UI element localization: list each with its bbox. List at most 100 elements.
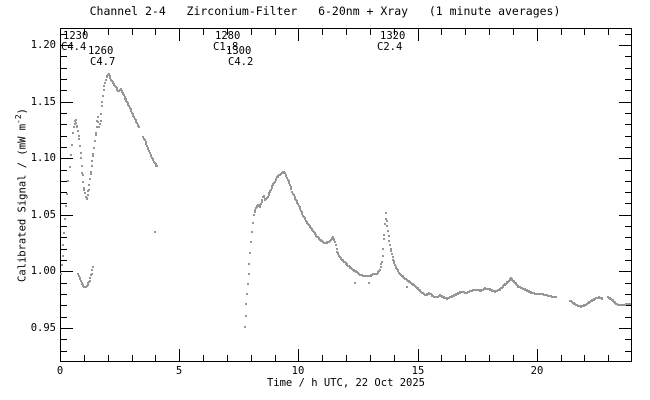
data-point bbox=[121, 90, 124, 93]
data-point bbox=[263, 196, 266, 199]
data-point bbox=[244, 325, 247, 328]
tick-mark bbox=[61, 237, 67, 238]
data-point bbox=[79, 278, 81, 281]
data-point bbox=[337, 253, 340, 256]
data-point bbox=[78, 145, 81, 148]
data-point bbox=[260, 202, 263, 205]
tick-mark bbox=[619, 45, 631, 46]
data-point bbox=[395, 268, 398, 271]
tick-mark bbox=[625, 124, 631, 125]
data-point bbox=[379, 266, 382, 269]
flare-annotation-class: C4.7 bbox=[90, 56, 116, 68]
data-point bbox=[82, 180, 85, 183]
data-point bbox=[131, 113, 134, 116]
data-point bbox=[151, 156, 153, 159]
tick-mark bbox=[418, 349, 419, 361]
tick-mark bbox=[608, 355, 609, 361]
y-tick-label: 1.20 bbox=[30, 39, 56, 51]
tick-mark bbox=[61, 249, 67, 250]
tick-mark bbox=[61, 351, 67, 352]
x-tick-label: 20 bbox=[530, 365, 544, 377]
flare-annotation-time: 1320 bbox=[380, 30, 406, 42]
data-point bbox=[334, 241, 337, 243]
tick-mark bbox=[625, 260, 631, 261]
data-point bbox=[284, 173, 287, 176]
data-point bbox=[90, 272, 93, 275]
data-point bbox=[290, 188, 293, 191]
data-point bbox=[142, 135, 145, 138]
tick-mark bbox=[298, 29, 299, 41]
tick-mark bbox=[625, 136, 631, 137]
tick-mark bbox=[625, 317, 631, 318]
data-point bbox=[153, 162, 156, 164]
data-point bbox=[293, 195, 296, 198]
data-point bbox=[143, 139, 146, 142]
tick-mark bbox=[489, 355, 490, 361]
data-point bbox=[397, 270, 400, 273]
data-point bbox=[126, 102, 129, 105]
data-point bbox=[77, 274, 80, 277]
data-point bbox=[97, 121, 100, 123]
data-point bbox=[77, 272, 80, 275]
tick-mark bbox=[625, 192, 631, 193]
tick-mark bbox=[625, 79, 631, 80]
tick-mark bbox=[61, 136, 67, 137]
data-point bbox=[131, 111, 133, 114]
data-point bbox=[391, 253, 393, 256]
data-point bbox=[68, 166, 71, 169]
data-point bbox=[103, 84, 106, 87]
tick-mark bbox=[370, 29, 371, 35]
data-point bbox=[84, 195, 87, 198]
data-point bbox=[253, 211, 256, 214]
data-point bbox=[108, 75, 111, 78]
data-point bbox=[601, 297, 604, 300]
data-point bbox=[81, 174, 84, 177]
tick-mark bbox=[489, 29, 490, 35]
data-point bbox=[269, 188, 272, 191]
data-point bbox=[380, 261, 383, 264]
data-point bbox=[248, 262, 251, 265]
tick-mark bbox=[418, 29, 419, 41]
data-point bbox=[93, 146, 96, 149]
tick-mark bbox=[394, 29, 395, 35]
tick-mark bbox=[61, 34, 67, 35]
data-point bbox=[145, 142, 148, 145]
y-axis-label: Calibrated Signal / (mW m-2) bbox=[13, 107, 29, 283]
tick-mark bbox=[625, 226, 631, 227]
data-point bbox=[295, 200, 298, 203]
data-point bbox=[338, 254, 341, 257]
tick-mark bbox=[61, 90, 67, 91]
data-point bbox=[396, 269, 399, 272]
tick-mark bbox=[608, 29, 609, 35]
data-point bbox=[264, 199, 267, 202]
data-point bbox=[80, 281, 83, 284]
data-point bbox=[126, 101, 128, 104]
x-tick-label: 15 bbox=[411, 365, 425, 377]
data-point bbox=[149, 153, 152, 156]
data-point bbox=[269, 190, 272, 192]
data-point bbox=[300, 209, 302, 212]
flare-annotation-time: 1300 bbox=[226, 45, 252, 57]
tick-mark bbox=[298, 349, 299, 361]
data-point bbox=[420, 290, 423, 293]
data-point bbox=[79, 152, 82, 155]
data-point bbox=[272, 183, 275, 186]
x-tick-label: 0 bbox=[56, 365, 64, 377]
flare-annotation-class: C2.4 bbox=[377, 41, 403, 53]
data-point bbox=[333, 239, 336, 242]
data-point bbox=[74, 118, 77, 121]
tick-mark bbox=[625, 113, 631, 114]
data-point bbox=[152, 159, 155, 162]
tick-mark bbox=[132, 29, 133, 35]
data-point bbox=[88, 280, 91, 283]
data-point bbox=[116, 88, 119, 91]
data-point bbox=[390, 250, 393, 252]
tick-mark bbox=[132, 355, 133, 361]
data-point bbox=[305, 220, 308, 223]
data-point bbox=[354, 281, 357, 284]
data-point bbox=[307, 222, 310, 225]
tick-mark bbox=[275, 29, 276, 35]
tick-mark bbox=[108, 355, 109, 361]
data-point bbox=[296, 201, 299, 204]
data-point bbox=[245, 303, 248, 306]
